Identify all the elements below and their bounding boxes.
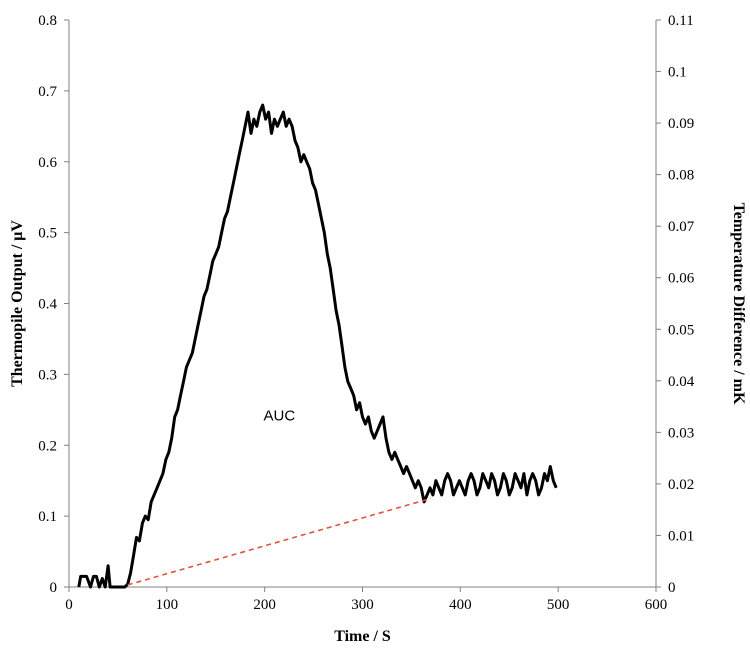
auc-annotation: AUC	[264, 407, 296, 424]
y-tick-label: 0.8	[38, 13, 57, 29]
x-tick-label: 100	[156, 597, 179, 613]
x-tick-label: 0	[65, 597, 73, 613]
y-tick-label: 0.6	[38, 155, 57, 171]
y-tick-label: 0.4	[38, 297, 57, 313]
y-tick-label: 0.3	[38, 367, 57, 383]
y-axis-label: Thermopile Output / μV	[9, 220, 26, 387]
y2-tick-label: 0.02	[668, 477, 694, 493]
x-axis-label: Time / S	[334, 628, 391, 645]
axes	[68, 20, 657, 588]
y2-axis-label: Temperature Difference / mK	[730, 203, 747, 405]
y-tick-label: 0.5	[38, 226, 57, 242]
y2-tick-label: 0.11	[668, 13, 694, 29]
x-tick-label: 400	[449, 597, 472, 613]
y-tick-label: 0	[50, 580, 58, 596]
y2-tick-label: 0.01	[668, 528, 694, 544]
y2-tick-label: 0.03	[668, 425, 694, 441]
y2-tick-label: 0.09	[668, 116, 694, 132]
x-tick-label: 600	[645, 597, 668, 613]
series	[77, 103, 558, 589]
y-tick-label: 0.7	[38, 84, 57, 100]
y2-tick-label: 0.06	[668, 271, 695, 287]
y2-tick-label: 0	[668, 580, 676, 596]
data-line	[77, 103, 558, 589]
y2-tick-label: 0.08	[668, 168, 694, 184]
y2-tick-label: 0.07	[668, 219, 695, 235]
x-tick-label: 300	[351, 597, 374, 613]
y-tick-label: 0.1	[38, 509, 57, 525]
ticks: 0 100 200 300 400 500 60000.10.20.30.40.50.60.…	[38, 13, 695, 613]
y-tick-label: 0.2	[38, 438, 57, 454]
y2-tick-label: 0.05	[668, 322, 694, 338]
baseline-line	[127, 497, 432, 586]
x-tick-label: 500	[547, 597, 570, 613]
x-tick-label: 200	[253, 597, 276, 613]
y2-tick-label: 0.04	[668, 374, 695, 390]
y2-tick-label: 0.1	[668, 65, 687, 81]
